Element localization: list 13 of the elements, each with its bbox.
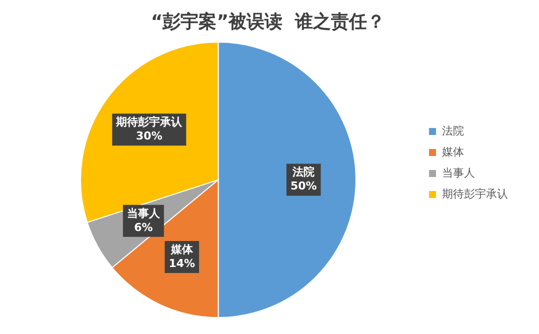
slice-label: 法院 [292, 166, 315, 179]
data-label: 30% [136, 129, 162, 142]
slice-label: 媒体 [170, 242, 194, 256]
slice-label: 期待彭宇承认 [115, 115, 184, 128]
legend-label: 媒体 [442, 145, 464, 158]
data-label: 14% [168, 256, 196, 270]
slice-label: 当事人 [126, 206, 161, 220]
data-label: 50% [290, 180, 317, 193]
legend-label: 当事人 [442, 166, 475, 180]
chart-title: “彭宇案”被误读 谁之责任？ [150, 11, 386, 32]
data-label: 6% [134, 220, 153, 234]
legend-label: 法院 [442, 124, 464, 138]
legend-label: 期待彭宇承认 [442, 187, 508, 200]
